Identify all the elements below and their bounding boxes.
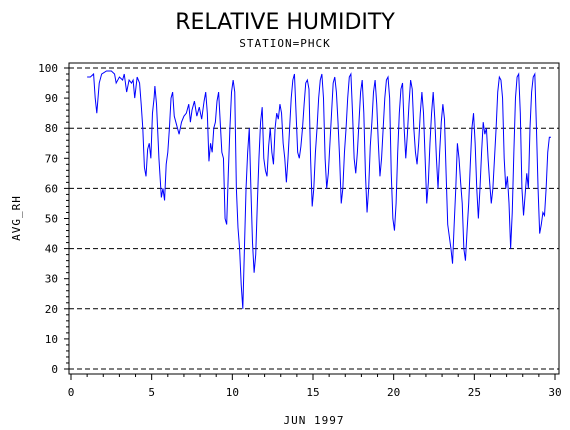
y-tick-label-50: 50 (45, 213, 58, 226)
chart-title: RELATIVE HUMIDITY (175, 10, 395, 35)
y-tick-label-40: 40 (45, 243, 58, 256)
gridlines (69, 67, 559, 370)
x-tick-label-30: 30 (548, 386, 561, 399)
y-tick-label-80: 80 (45, 122, 58, 135)
x-tick-label-15: 15 (306, 386, 319, 399)
x-tick-label-20: 20 (387, 386, 400, 399)
x-tick-label-5: 5 (148, 386, 155, 399)
y-tick-label-70: 70 (45, 152, 58, 165)
rh-series-line (87, 70, 551, 309)
y-axis: 0 10 20 30 40 50 60 70 80 90 100 (38, 62, 69, 376)
x-tick-label-0: 0 (68, 386, 75, 399)
y-tick-label-60: 60 (45, 182, 58, 195)
y-tick-label-90: 90 (45, 92, 58, 105)
y-tick-label-20: 20 (45, 303, 58, 316)
y-tick-label-30: 30 (45, 273, 58, 286)
y-axis-label: AVG_RH (10, 195, 23, 241)
y-tick-label-0: 0 (51, 363, 58, 376)
y-tick-label-10: 10 (45, 333, 58, 346)
x-axis-label: JUN 1997 (284, 414, 345, 427)
plot-frame (68, 62, 560, 375)
y-tick-label-100: 100 (38, 62, 58, 75)
x-axis: 0 5 10 15 20 25 30 (68, 374, 562, 399)
x-tick-label-25: 25 (468, 386, 481, 399)
x-tick-label-10: 10 (226, 386, 239, 399)
chart-subtitle: STATION=PHCK (239, 37, 330, 50)
